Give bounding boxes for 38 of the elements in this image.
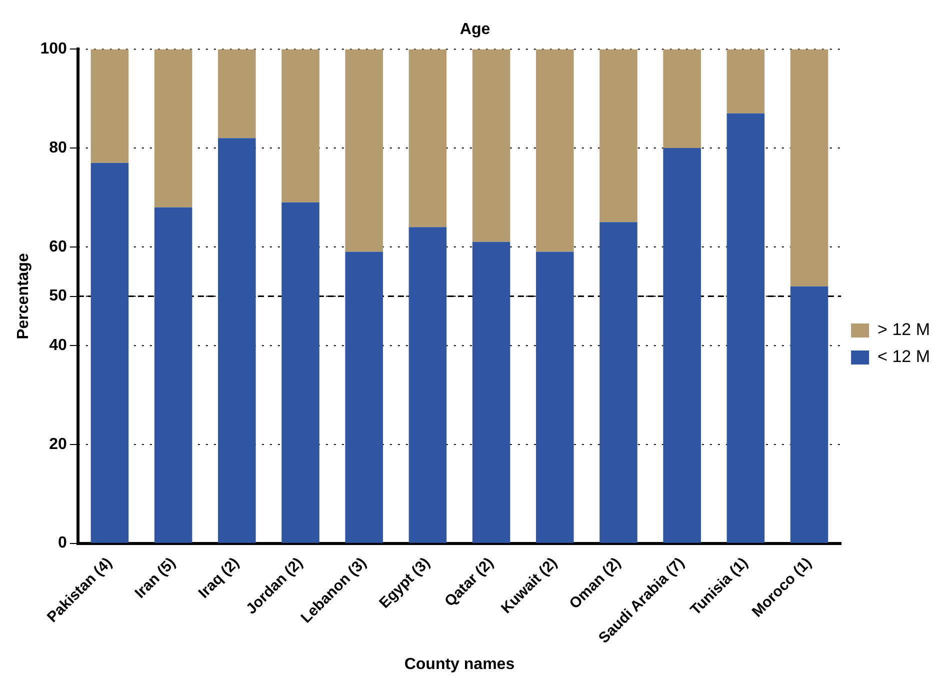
bar — [218, 138, 256, 543]
bar — [790, 49, 828, 286]
bar — [345, 252, 383, 543]
bar — [726, 113, 765, 543]
y-tick-label: 80 — [49, 139, 67, 156]
bar — [218, 49, 256, 138]
bar — [408, 49, 447, 228]
bar — [600, 49, 638, 222]
y-tick-label: 50 — [49, 288, 67, 305]
y-tick-label: 40 — [49, 337, 67, 354]
bar — [600, 222, 638, 543]
bar — [790, 286, 828, 543]
bar — [90, 162, 129, 543]
bar — [536, 252, 574, 543]
bar — [472, 49, 510, 242]
legend-label: > 12 M — [878, 320, 930, 340]
bar — [726, 49, 765, 114]
x-tick-label: Iran (5) — [132, 554, 180, 602]
bar — [663, 49, 701, 148]
x-axis-title: County names — [404, 656, 515, 673]
chart-title: Age — [460, 21, 490, 38]
bar — [154, 49, 192, 208]
bar — [90, 49, 129, 163]
bar — [282, 202, 320, 543]
bar — [472, 242, 510, 543]
bar — [663, 148, 701, 543]
bar — [282, 49, 320, 202]
bar — [154, 207, 192, 543]
y-tick-label: 60 — [49, 238, 67, 256]
y-tick-label: 20 — [49, 436, 67, 453]
bar — [408, 227, 447, 543]
x-tick-label: Iraq (2) — [195, 554, 243, 602]
legend-label: < 12 M — [878, 347, 930, 366]
y-tick-label: 100 — [40, 40, 67, 58]
y-tick-label: 0 — [58, 534, 67, 552]
bar — [345, 49, 383, 252]
bar — [536, 49, 574, 252]
y-axis-title: Percentage — [15, 253, 32, 340]
